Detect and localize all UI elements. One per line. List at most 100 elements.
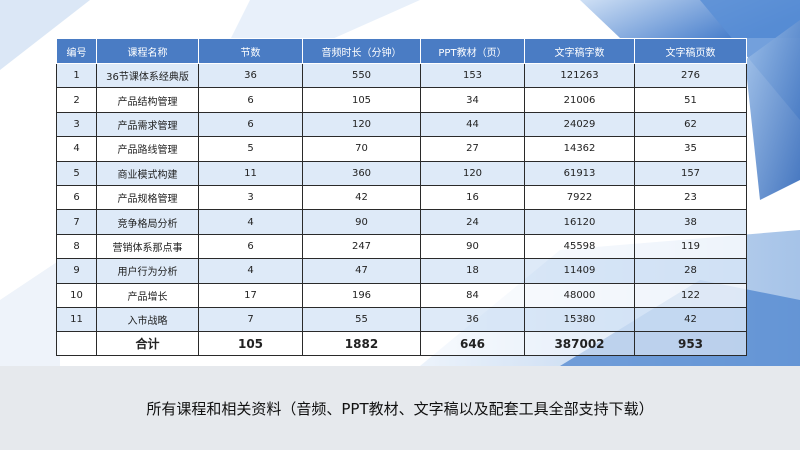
caption-band	[0, 366, 800, 450]
cell-sections: 11	[198, 160, 303, 186]
total-cell-ppt: 646	[420, 331, 525, 357]
cell-pages: 157	[634, 160, 747, 186]
cell-sections: 6	[198, 233, 303, 260]
cell-pages: 38	[634, 209, 747, 235]
cell-words: 61913	[524, 160, 635, 186]
cell-id: 1	[56, 62, 97, 89]
cell-sections: 4	[198, 258, 303, 284]
header-transcript-words: 文字稿字数	[524, 38, 635, 64]
cell-pages: 42	[634, 306, 747, 333]
total-cell-label: 合计	[96, 331, 199, 357]
table-row: 11 入市战略 7 55 36 15380 42	[56, 306, 747, 333]
cell-words: 45598	[524, 233, 635, 260]
cell-course-name: 竞争格局分析	[96, 209, 199, 235]
cell-id: 5	[56, 160, 97, 186]
cell-sections: 7	[198, 306, 303, 333]
header-ppt-pages: PPT教材（页）	[420, 38, 525, 64]
cell-ppt: 24	[420, 209, 525, 235]
cell-sections: 6	[198, 87, 303, 113]
cell-course-name: 36节课体系经典版	[96, 62, 199, 89]
cell-words: 11409	[524, 258, 635, 284]
table-row: 10 产品增长 17 196 84 48000 122	[56, 282, 747, 308]
cell-course-name: 入市战略	[96, 306, 199, 333]
total-cell-id	[56, 331, 97, 357]
cell-ppt: 18	[420, 258, 525, 284]
cell-pages: 23	[634, 184, 747, 211]
cell-ppt: 27	[420, 136, 525, 162]
cell-id: 7	[56, 209, 97, 235]
cell-course-name: 产品路线管理	[96, 136, 199, 162]
cell-pages: 62	[634, 111, 747, 138]
cell-pages: 51	[634, 87, 747, 113]
cell-audio: 550	[302, 62, 421, 89]
cell-audio: 247	[302, 233, 421, 260]
cell-words: 24029	[524, 111, 635, 138]
cell-words: 16120	[524, 209, 635, 235]
cell-id: 10	[56, 282, 97, 308]
total-cell-audio: 1882	[302, 331, 421, 357]
cell-ppt: 36	[420, 306, 525, 333]
course-table: 编号 课程名称 节数 音频时长（分钟） PPT教材（页） 文字稿字数 文字稿页数…	[56, 38, 747, 357]
cell-ppt: 16	[420, 184, 525, 211]
cell-pages: 119	[634, 233, 747, 260]
cell-id: 3	[56, 111, 97, 138]
cell-sections: 6	[198, 111, 303, 138]
table-row: 1 36节课体系经典版 36 550 153 121263 276	[56, 62, 747, 89]
cell-words: 14362	[524, 136, 635, 162]
cell-words: 15380	[524, 306, 635, 333]
cell-audio: 47	[302, 258, 421, 284]
cell-audio: 196	[302, 282, 421, 308]
cell-words: 48000	[524, 282, 635, 308]
cell-pages: 122	[634, 282, 747, 308]
header-id: 编号	[56, 38, 97, 64]
caption-text: 所有课程和相关资料（音频、PPT教材、文字稿以及配套工具全部支持下载）	[146, 400, 654, 418]
cell-pages: 35	[634, 136, 747, 162]
table-row: 4 产品路线管理 5 70 27 14362 35	[56, 136, 747, 162]
table-row: 2 产品结构管理 6 105 34 21006 51	[56, 87, 747, 113]
cell-audio: 105	[302, 87, 421, 113]
cell-audio: 55	[302, 306, 421, 333]
table-row: 9 用户行为分析 4 47 18 11409 28	[56, 258, 747, 284]
total-cell-sections: 105	[198, 331, 303, 357]
header-transcript-pages: 文字稿页数	[634, 38, 747, 64]
cell-pages: 28	[634, 258, 747, 284]
table-row: 7 竞争格局分析 4 90 24 16120 38	[56, 209, 747, 235]
cell-words: 7922	[524, 184, 635, 211]
total-cell-words: 387002	[524, 331, 635, 357]
header-course-name: 课程名称	[96, 38, 199, 64]
cell-ppt: 34	[420, 87, 525, 113]
cell-id: 4	[56, 136, 97, 162]
cell-ppt: 120	[420, 160, 525, 186]
cell-id: 2	[56, 87, 97, 113]
table-row: 6 产品规格管理 3 42 16 7922 23	[56, 184, 747, 211]
cell-words: 21006	[524, 87, 635, 113]
table-row: 8 营销体系那点事 6 247 90 45598 119	[56, 233, 747, 260]
cell-sections: 5	[198, 136, 303, 162]
cell-sections: 3	[198, 184, 303, 211]
cell-sections: 4	[198, 209, 303, 235]
cell-ppt: 44	[420, 111, 525, 138]
total-cell-pages: 953	[634, 331, 747, 357]
cell-course-name: 用户行为分析	[96, 258, 199, 284]
cell-ppt: 84	[420, 282, 525, 308]
cell-ppt: 153	[420, 62, 525, 89]
cell-id: 9	[56, 258, 97, 284]
cell-course-name: 产品需求管理	[96, 111, 199, 138]
table-row: 5 商业模式构建 11 360 120 61913 157	[56, 160, 747, 186]
cell-id: 11	[56, 306, 97, 333]
cell-ppt: 90	[420, 233, 525, 260]
cell-audio: 360	[302, 160, 421, 186]
table-header-row: 编号 课程名称 节数 音频时长（分钟） PPT教材（页） 文字稿字数 文字稿页数	[56, 38, 747, 64]
cell-id: 8	[56, 233, 97, 260]
table-total-row: 合计 105 1882 646 387002 953	[56, 331, 747, 357]
cell-course-name: 商业模式构建	[96, 160, 199, 186]
cell-words: 121263	[524, 62, 635, 89]
cell-course-name: 营销体系那点事	[96, 233, 199, 260]
course-table-container: 编号 课程名称 节数 音频时长（分钟） PPT教材（页） 文字稿字数 文字稿页数…	[56, 38, 747, 357]
cell-pages: 276	[634, 62, 747, 89]
cell-audio: 90	[302, 209, 421, 235]
header-audio-duration: 音频时长（分钟）	[302, 38, 421, 64]
cell-course-name: 产品规格管理	[96, 184, 199, 211]
cell-id: 6	[56, 184, 97, 211]
cell-audio: 70	[302, 136, 421, 162]
